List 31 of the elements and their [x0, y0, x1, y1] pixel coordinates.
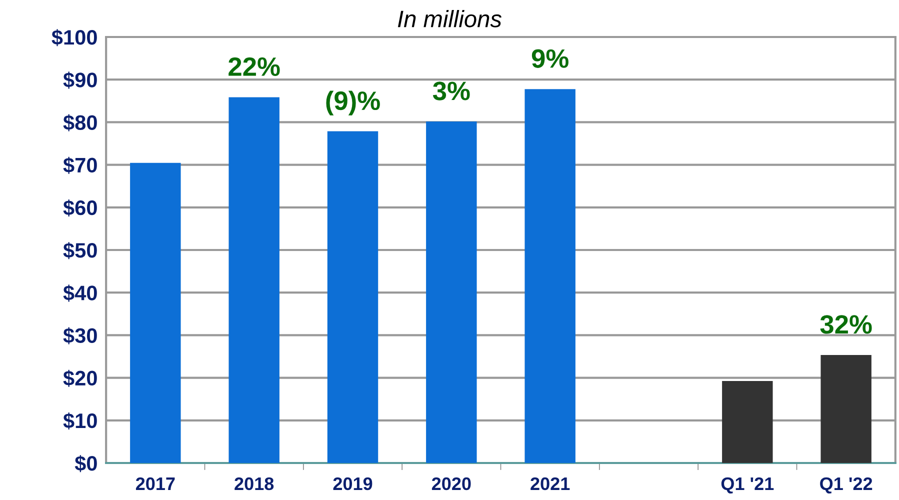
- annotation: 32%: [820, 315, 872, 334]
- y-tick-label: $80: [63, 114, 97, 132]
- x-tick-label: Q1 '21: [721, 477, 774, 494]
- annotation: 9%: [532, 49, 568, 68]
- x-tick-label: 2019: [333, 477, 372, 490]
- bar: [228, 97, 280, 463]
- y-tick-label: $70: [63, 156, 97, 174]
- bar: [130, 162, 181, 463]
- bar: [426, 122, 477, 463]
- bar: [524, 89, 576, 463]
- bar: [722, 380, 773, 463]
- y-tick-label: $30: [63, 327, 97, 344]
- annotation: 3%: [432, 82, 470, 100]
- y-tick-label: $50: [63, 242, 97, 260]
- bar: [327, 131, 378, 463]
- y-tick-label: $90: [63, 72, 97, 89]
- y-tick-label: $40: [63, 284, 97, 302]
- x-tick-label: 2021: [530, 477, 570, 490]
- annotation: 22%: [228, 57, 280, 76]
- y-tick-label: $20: [63, 370, 97, 387]
- y-tick-label: $100: [52, 29, 97, 46]
- x-tick-label: 2018: [234, 477, 274, 490]
- y-tick-label: $10: [63, 412, 97, 430]
- chart-title: In millions: [398, 10, 502, 28]
- annotation: (9)%: [326, 90, 380, 116]
- bar: [820, 354, 872, 463]
- x-tick-label: Q1 '22: [820, 477, 872, 494]
- y-tick-label: $60: [63, 199, 97, 216]
- y-tick-label: $0: [74, 455, 97, 472]
- x-tick-label: 2017: [136, 477, 175, 490]
- x-tick-label: 2020: [432, 477, 471, 490]
